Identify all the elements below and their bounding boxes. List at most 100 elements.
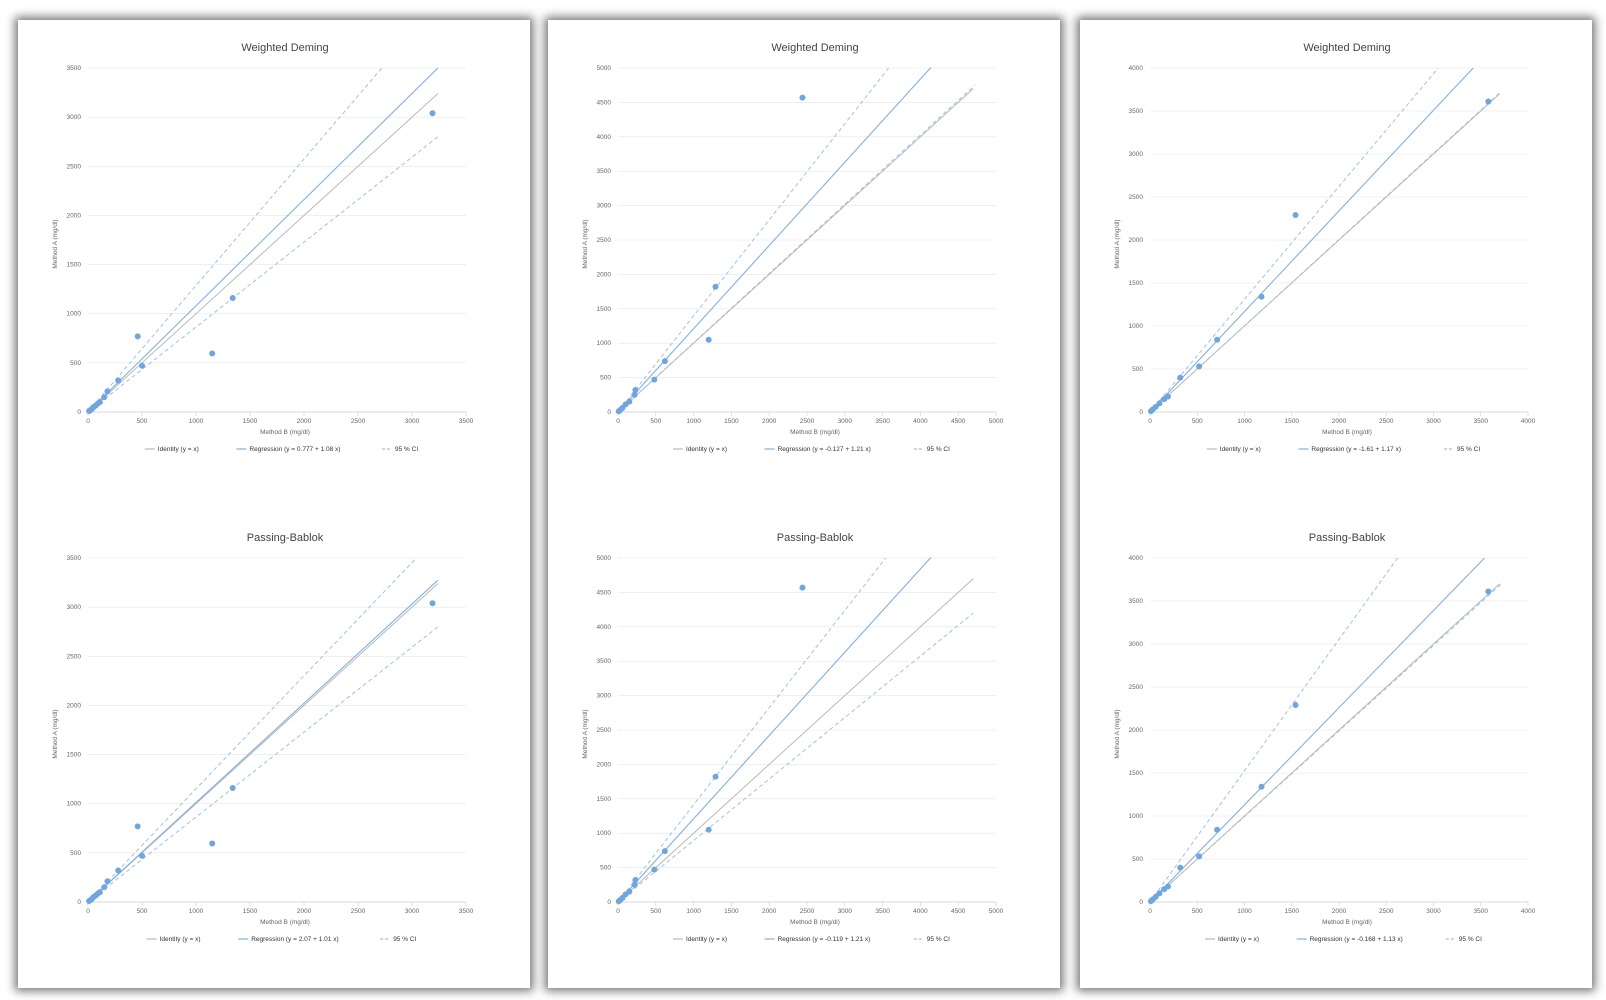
x-tick-label: 5000 <box>989 418 1004 425</box>
legend-label: Identity (y = x) <box>160 936 201 943</box>
data-point <box>1164 393 1171 400</box>
y-tick-label: 5000 <box>597 65 612 72</box>
data-point <box>1177 374 1184 381</box>
data-point <box>104 878 111 885</box>
y-tick-label: 3000 <box>597 203 612 210</box>
x-tick-label: 4500 <box>951 908 966 915</box>
data-point <box>1156 890 1163 897</box>
x-tick-label: 3000 <box>1426 908 1441 915</box>
y-tick-label: 500 <box>70 850 81 857</box>
data-point <box>1485 98 1492 105</box>
x-tick-label: 0 <box>1148 908 1152 915</box>
data-point <box>1177 864 1184 871</box>
chart-passing-bablok-2: Passing-Bablok 0 500 1000 1500 2000 2500 3000 35… <box>582 532 1004 943</box>
y-tick-label: 0 <box>1139 899 1143 906</box>
x-tick-label: 3500 <box>1474 418 1489 425</box>
y-axis-label: Method A (mg/dl) <box>582 219 589 268</box>
x-tick-label: 3500 <box>459 908 474 915</box>
ci-upper-line <box>618 67 890 412</box>
y-tick-label: 0 <box>607 409 611 416</box>
y-tick-label: 2000 <box>597 271 612 278</box>
y-tick-label: 3000 <box>67 114 82 121</box>
y-tick-label: 1500 <box>597 796 612 803</box>
data-point <box>134 823 141 830</box>
x-tick-label: 1500 <box>1285 418 1300 425</box>
data-point <box>626 888 633 895</box>
data-point <box>1156 400 1163 407</box>
y-tick-label: 1000 <box>597 830 612 837</box>
data-point <box>429 600 436 607</box>
y-tick-label: 2000 <box>67 212 82 219</box>
identity-line <box>618 578 974 902</box>
plot-area <box>88 557 439 902</box>
y-tick-label: 4000 <box>1129 555 1144 562</box>
x-tick-label: 1500 <box>243 908 258 915</box>
regression-line <box>88 579 439 902</box>
x-tick-label: 3000 <box>838 908 853 915</box>
data-point <box>209 350 216 357</box>
data-point <box>429 110 436 117</box>
y-tick-label: 0 <box>607 899 611 906</box>
chart-panel-1: Weighted Deming 0 500 1000 1500 2000 2500 3000 3… <box>18 20 530 988</box>
regression-line <box>1150 557 1485 902</box>
plot-area <box>618 556 974 902</box>
x-tick-label: 1000 <box>686 418 701 425</box>
y-tick-label: 1500 <box>1129 280 1144 287</box>
chart-weighted-deming-2: Weighted Deming 0 500 1000 1500 2000 2500 3000 3… <box>582 42 1004 453</box>
data-point <box>1292 212 1299 219</box>
data-point <box>1196 853 1203 860</box>
y-tick-label: 0 <box>77 899 81 906</box>
x-tick-label: 3500 <box>1474 908 1489 915</box>
data-point <box>632 386 639 393</box>
ci-upper-line <box>88 557 417 902</box>
legend-label: Regression (y = -0.119 + 1.21 x) <box>778 936 871 943</box>
y-axis-label: Method A (mg/dl) <box>1114 219 1121 268</box>
identity-line <box>618 88 974 412</box>
legend-label: Identity (y = x) <box>1218 936 1259 943</box>
x-tick-label: 500 <box>650 908 661 915</box>
y-tick-label: 2000 <box>597 761 612 768</box>
y-tick-label: 2500 <box>1129 684 1144 691</box>
x-tick-label: 2000 <box>1332 908 1347 915</box>
data-point <box>96 399 103 406</box>
x-tick-label: 500 <box>1192 908 1203 915</box>
legend-label: 95 % CI <box>927 446 950 453</box>
data-point <box>712 283 719 290</box>
y-tick-label: 4000 <box>1129 65 1144 72</box>
chart-title: Weighted Deming <box>1303 42 1390 54</box>
x-tick-label: 0 <box>1148 418 1152 425</box>
data-point <box>115 377 122 384</box>
x-tick-label: 3000 <box>1426 418 1441 425</box>
data-point <box>631 881 638 888</box>
legend-label: Regression (y = 0.777 + 1.08 x) <box>249 446 340 453</box>
data-point <box>705 826 712 833</box>
y-tick-label: 1000 <box>1129 323 1144 330</box>
data-point <box>661 848 668 855</box>
ci-upper-line <box>88 67 383 412</box>
x-tick-label: 4500 <box>951 418 966 425</box>
x-tick-label: 1000 <box>189 908 204 915</box>
y-tick-label: 1500 <box>67 262 82 269</box>
identity-line <box>1150 583 1500 902</box>
data-point <box>104 388 111 395</box>
x-tick-label: 2500 <box>800 908 815 915</box>
data-point <box>651 376 658 383</box>
data-point <box>96 889 103 896</box>
ci-lower-line <box>88 136 439 412</box>
y-tick-label: 2000 <box>1129 727 1144 734</box>
y-tick-label: 3500 <box>1129 108 1144 115</box>
ci-lower-line <box>88 626 439 902</box>
chart-passing-bablok-1: Passing-Bablok 0 500 1000 1500 2000 2500 3000 35… <box>52 532 474 943</box>
x-axis-label: Method B (mg/dl) <box>1322 919 1372 926</box>
legend-label: 95 % CI <box>1459 936 1482 943</box>
x-tick-label: 1000 <box>686 908 701 915</box>
x-tick-label: 2000 <box>762 418 777 425</box>
chart-title: Passing-Bablok <box>1309 532 1386 544</box>
chart-weighted-deming-3: Weighted Deming 0 500 1000 1500 2000 2500 3000 3… <box>1114 42 1536 453</box>
plot-area <box>1150 67 1502 412</box>
data-point <box>1214 336 1221 343</box>
x-tick-label: 2000 <box>297 418 312 425</box>
y-tick-label: 2500 <box>67 653 82 660</box>
x-tick-label: 3000 <box>405 418 420 425</box>
y-tick-label: 0 <box>1139 409 1143 416</box>
